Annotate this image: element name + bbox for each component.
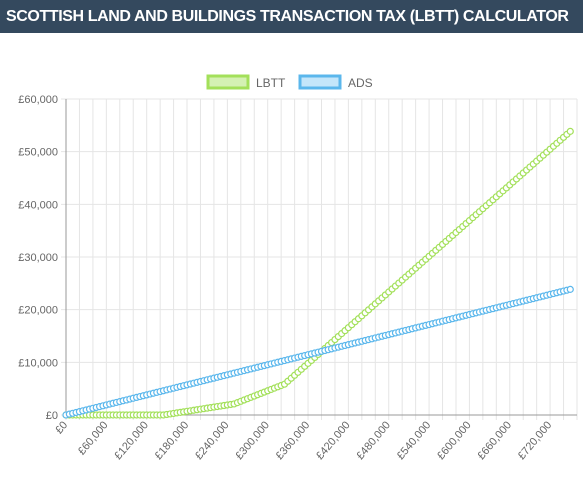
x-tick-label: £180,000 (153, 419, 192, 462)
x-tick-label: £600,000 (435, 419, 474, 462)
page-title: SCOTTISH LAND AND BUILDINGS TRANSACTION … (0, 0, 583, 33)
legend-label: ADS (348, 76, 373, 90)
y-tick-label: £20,000 (18, 305, 58, 317)
tax-chart: LBTT ADS £0 £10,000 £20,000 £30,000 £40,000 £5… (18, 74, 578, 462)
y-tick-label: £40,000 (18, 199, 58, 211)
x-tick-label: £720,000 (516, 419, 555, 462)
x-tick-label: £120,000 (112, 419, 151, 462)
chart-legend: LBTT ADS (206, 74, 373, 90)
legend-swatch (298, 74, 342, 90)
x-tick-label: £240,000 (193, 419, 232, 462)
y-tick-label: £60,000 (18, 94, 58, 106)
legend-label: LBTT (256, 76, 286, 90)
y-tick-label: £50,000 (18, 147, 58, 159)
series-line (66, 130, 572, 417)
data-point[interactable] (566, 285, 574, 293)
x-tick-label: £360,000 (274, 419, 313, 462)
x-tick-label: £480,000 (354, 419, 393, 462)
chart-grid (61, 98, 578, 420)
legend-swatch (206, 74, 250, 90)
chart-series (62, 127, 574, 419)
x-tick-label: £540,000 (395, 419, 434, 462)
data-point[interactable] (566, 127, 574, 135)
x-tick-label: £60,000 (76, 419, 111, 457)
legend-item-ads[interactable]: ADS (298, 74, 373, 90)
y-axis: £0 £10,000 £20,000 £30,000 £40,000 £50,000 £60… (18, 94, 67, 422)
x-axis: £0 £60,000 £120,000 £180,000 £240,000 £300,00… (53, 414, 577, 462)
x-tick-label: £660,000 (475, 419, 514, 462)
x-tick-label: £420,000 (314, 419, 353, 462)
x-tick-label: £300,000 (233, 419, 272, 462)
legend-item-lbtt[interactable]: LBTT (206, 74, 286, 90)
series-ads (62, 285, 574, 419)
y-tick-label: £30,000 (18, 252, 58, 264)
chart-container: LBTT ADS £0 £10,000 £20,000 £30,000 £40,000 £5… (0, 33, 583, 479)
y-tick-label: £10,000 (18, 357, 58, 369)
y-tick-label: £0 (46, 410, 58, 422)
